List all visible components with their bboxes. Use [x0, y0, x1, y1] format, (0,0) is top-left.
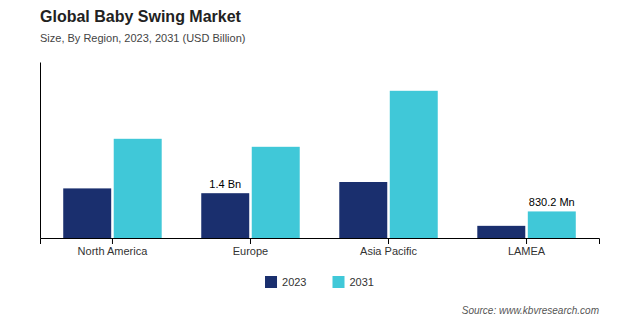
legend-item: 2031 [333, 276, 374, 288]
chart-svg: Global Baby Swing Market Size, By Region,… [0, 0, 619, 322]
bar [528, 211, 576, 238]
bar [201, 193, 249, 238]
y-axis-line [40, 63, 41, 239]
data-label: 830.2 Mn [529, 196, 575, 208]
bar [252, 147, 300, 238]
x-tick: Europe [233, 238, 268, 257]
subtitle: Size, By Region, 2023, 2031 (USD Billion… [40, 32, 245, 44]
x-tick: North America [78, 238, 149, 257]
x-tick-label: Asia Pacific [360, 245, 417, 257]
legend-label: 2031 [350, 276, 374, 288]
x-axis-line [41, 239, 600, 245]
legend-item: 2023 [265, 276, 306, 288]
bar [63, 188, 111, 238]
bars [63, 91, 576, 238]
bar [390, 91, 438, 238]
bar [339, 182, 387, 238]
x-tick-label: Europe [233, 245, 268, 257]
x-tick-label: LAMEA [508, 245, 546, 257]
data-labels: 1.4 Bn 830.2 Mn [209, 178, 574, 208]
x-tick-mark [526, 238, 527, 244]
x-axis: North America Europe Asia Pacific LAMEA [41, 238, 600, 257]
legend-label: 2023 [282, 276, 306, 288]
x-tick: Asia Pacific [360, 238, 417, 257]
x-tick-mark [388, 238, 389, 244]
x-tick-mark [250, 238, 251, 244]
legend: 2023 2031 [265, 276, 374, 288]
legend-swatch [265, 276, 277, 288]
chart-container: Global Baby Swing Market Size, By Region,… [0, 0, 619, 322]
plot-area: North America Europe Asia Pacific LAMEA 1.4 … [41, 63, 600, 257]
x-tick: LAMEA [508, 238, 546, 257]
bar [114, 139, 162, 238]
bar-series [114, 91, 576, 238]
bar [477, 226, 525, 238]
x-tick-mark [112, 238, 113, 244]
y-axis [40, 63, 41, 239]
legend-swatch [333, 276, 345, 288]
x-tick-label: North America [78, 245, 149, 257]
title: Global Baby Swing Market [40, 8, 242, 25]
source: Source: www.kbvresearch.com [462, 305, 599, 316]
data-label: 1.4 Bn [209, 178, 241, 190]
